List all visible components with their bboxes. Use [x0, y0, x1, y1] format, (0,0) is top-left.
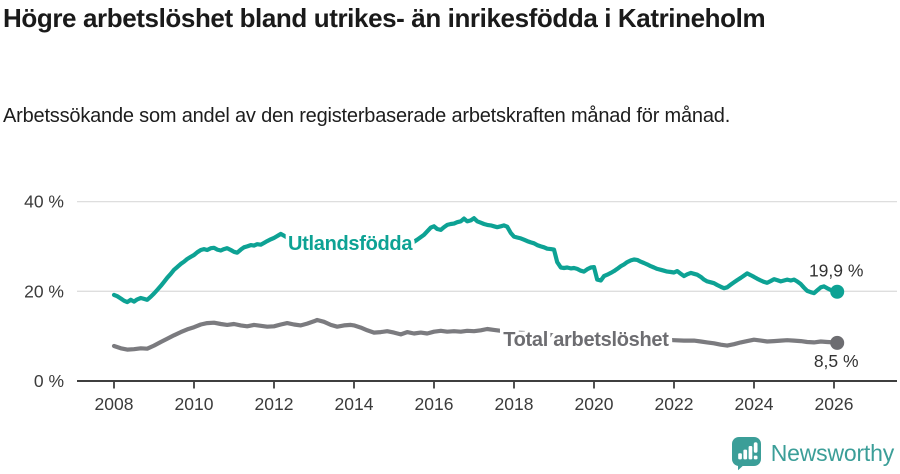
- page-title: Högre arbetslöshet bland utrikes- än inr…: [3, 3, 766, 33]
- brand-name: Newsworthy: [770, 440, 894, 466]
- series-lines: [111, 216, 840, 352]
- end-point-marker: [830, 335, 845, 350]
- x-tick-label: 2016: [415, 394, 454, 414]
- line-chart: 2008 2010 2012 2014 2016 2018 2020 2022 2024 2026…: [24, 192, 897, 414]
- x-tick-label: 2008: [95, 394, 134, 414]
- end-value-label: 8,5 %: [814, 351, 859, 371]
- x-tick-label: 2020: [575, 394, 614, 414]
- page-subtitle: Arbetssökande som andel av den registerb…: [3, 105, 731, 127]
- annotations: Utlandsfödda 19,9 % Total arbetslöshet 8,5 …: [285, 230, 864, 371]
- series-line-utlandsf-dda: [111, 216, 840, 305]
- y-tick-label: 0 %: [34, 371, 64, 391]
- series-label: Utlandsfödda: [288, 233, 413, 255]
- x-tick-label: 2012: [255, 394, 294, 414]
- end-value-label: 19,9 %: [809, 261, 863, 281]
- x-tick-label: 2024: [735, 394, 774, 414]
- end-point-marker: [830, 284, 845, 299]
- newsworthy-logo-icon: [731, 437, 761, 471]
- series-label: Total arbetslöshet: [503, 329, 669, 351]
- gridlines: [77, 200, 897, 292]
- series-line-total-arbetsl-shet: [111, 317, 840, 352]
- y-axis-labels: 0 % 20 % 40 %: [24, 192, 64, 391]
- x-tick-label: 2026: [815, 394, 854, 414]
- x-axis: 2008 2010 2012 2014 2016 2018 2020 2022 2024 2026: [77, 380, 897, 414]
- footer-branding: Newsworthy: [731, 436, 894, 471]
- x-tick-label: 2010: [175, 394, 214, 414]
- x-tick-label: 2014: [335, 394, 374, 414]
- y-tick-label: 40 %: [24, 192, 64, 212]
- x-tick-label: 2018: [495, 394, 534, 414]
- y-tick-label: 20 %: [24, 281, 64, 301]
- x-tick-label: 2022: [655, 394, 694, 414]
